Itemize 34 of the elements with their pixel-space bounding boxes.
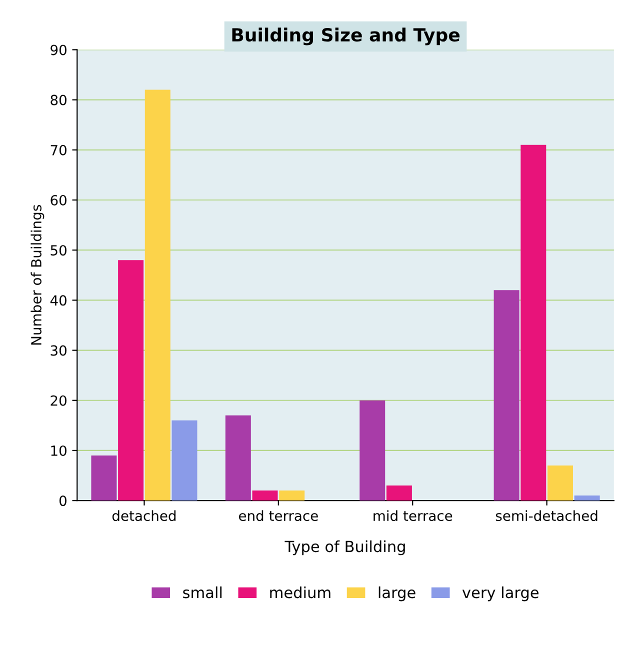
bar bbox=[252, 490, 278, 501]
x-tick-label: end terrace bbox=[238, 510, 318, 522]
y-tick-label: 20 bbox=[50, 395, 66, 406]
x-axis-title: Type of Building bbox=[284, 540, 405, 556]
y-tick-label: 90 bbox=[50, 44, 66, 56]
y-tick-label: 40 bbox=[50, 295, 66, 306]
y-tick-label: 80 bbox=[50, 94, 66, 106]
y-axis-title: Number of Buildings bbox=[30, 205, 44, 345]
y-tick-label: 10 bbox=[51, 445, 66, 456]
y-tick-label: 70 bbox=[50, 144, 66, 156]
y-tick-label: 0 bbox=[59, 496, 66, 506]
legend-label: small bbox=[183, 586, 222, 598]
y-tick-label: 60 bbox=[50, 194, 66, 206]
legend-label: large bbox=[378, 586, 416, 602]
bar bbox=[118, 260, 144, 501]
bar bbox=[360, 400, 386, 501]
bar bbox=[547, 466, 573, 501]
bar bbox=[386, 486, 412, 501]
bar bbox=[225, 415, 251, 501]
bar bbox=[144, 90, 170, 501]
bar bbox=[520, 144, 546, 501]
y-tick-label: 50 bbox=[50, 245, 66, 256]
chart-title: Building Size and Type bbox=[232, 28, 460, 46]
x-tick-label: detached bbox=[112, 510, 176, 522]
legend-label: very large bbox=[462, 586, 538, 602]
bar bbox=[172, 420, 198, 501]
bar bbox=[494, 290, 520, 501]
y-tick-label: 30 bbox=[50, 345, 66, 356]
bar bbox=[91, 455, 117, 501]
x-tick-label: mid terrace bbox=[374, 510, 452, 522]
bar bbox=[279, 490, 305, 501]
legend-label: medium bbox=[270, 586, 330, 598]
bar bbox=[574, 496, 600, 501]
x-tick-label: semi-detached bbox=[496, 510, 598, 522]
